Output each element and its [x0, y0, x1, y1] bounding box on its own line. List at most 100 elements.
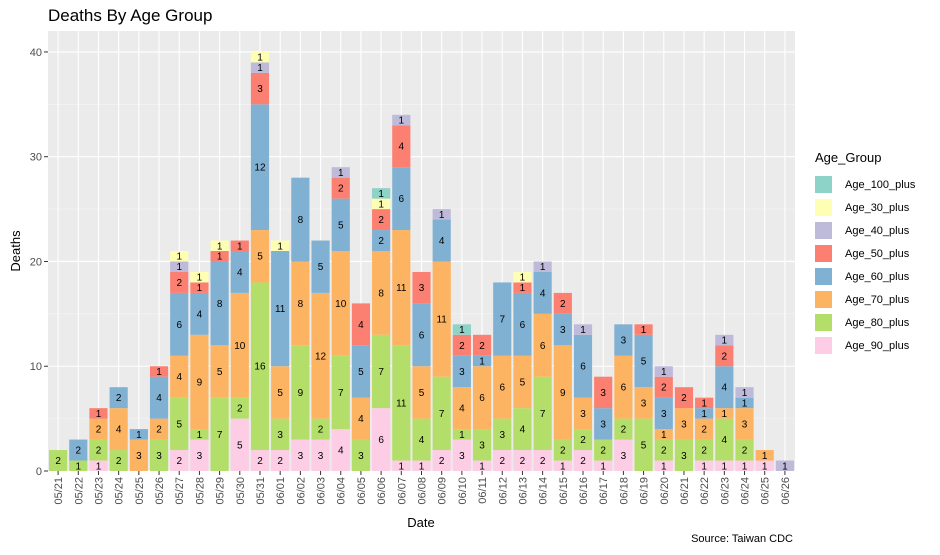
bar-value-label: 5	[176, 419, 182, 430]
bar-segment-age-90-plus	[89, 460, 108, 471]
bar-value-label: 5	[257, 252, 263, 263]
bar-segment-age-80-plus	[533, 376, 552, 451]
bar-value-label: 1	[176, 262, 182, 273]
bar-segment-age-80-plus	[412, 418, 431, 461]
bar-value-label: 4	[197, 309, 203, 320]
bar-segment-age-50-plus	[149, 366, 169, 377]
bar-value-label: 1	[560, 461, 566, 472]
legend-label: Age_30_plus	[845, 201, 910, 214]
x-tick-label: 06/09	[437, 477, 449, 505]
bar-segment-age-60-plus	[210, 261, 229, 346]
bar-segment-age-60-plus	[533, 271, 552, 314]
bar-value-label: 2	[560, 446, 566, 457]
bar-value-label: 3	[641, 398, 647, 409]
bar-segment-age-50-plus	[351, 303, 371, 346]
x-tick-label: 05/27	[174, 477, 186, 505]
bar-labels: 2 121221242313241254621131941175811521041…	[55, 53, 788, 473]
bar-segment-age-90-plus	[695, 460, 714, 471]
bar-segment-age-70-plus	[149, 418, 169, 440]
legend-label: Age_40_plus	[845, 224, 910, 237]
bar-value-label: 10	[335, 299, 347, 310]
bar-value-label: 3	[621, 451, 627, 462]
bar-value-label: 11	[396, 283, 407, 294]
bar-value-label: 2	[560, 299, 566, 310]
bar-segment-age-80-plus	[472, 429, 492, 461]
bar-value-label: 11	[275, 304, 286, 315]
bar-segment-age-30-plus	[271, 240, 290, 251]
bar-segment-age-70-plus	[412, 366, 431, 419]
bar-segment-age-50-plus	[452, 334, 471, 356]
bar-value-label: 3	[661, 409, 667, 420]
bar-segment-age-80-plus	[291, 345, 310, 440]
legend-label: Age_60_plus	[845, 270, 910, 283]
bar-segment-age-70-plus	[129, 439, 148, 471]
bar-value-label: 6	[479, 393, 485, 404]
bar-value-label: 1	[479, 461, 485, 472]
bar-segment-age-80-plus	[573, 429, 593, 451]
bar-segment-age-70-plus	[250, 230, 270, 283]
bar-value-label: 1	[762, 451, 768, 462]
bar-value-label: 4	[237, 267, 243, 278]
bar-value-label: 1	[378, 189, 384, 200]
x-tick-label: 06/20	[659, 477, 671, 505]
bar-value-label: 3	[499, 430, 505, 441]
bar-segment-age-80-plus	[230, 397, 249, 419]
bar-segment-age-70-plus	[715, 408, 734, 419]
bar-value-label: 5	[277, 388, 283, 399]
bar-segment-age-50-plus	[250, 72, 270, 105]
legend-item: Age_90_plus	[815, 334, 915, 357]
bar-value-label: 2	[540, 456, 546, 467]
bar-value-label: 2	[520, 456, 526, 467]
bar-segment-age-80-plus	[170, 397, 189, 451]
bar-value-label: 2	[701, 446, 707, 457]
bar-segment-age-90-plus	[250, 450, 270, 471]
bar-value-label: 1	[76, 461, 82, 472]
x-axis-title: Date	[407, 515, 434, 530]
bar-segment-age-90-plus	[513, 450, 532, 471]
bar-segment-age-90-plus	[493, 450, 512, 471]
bar-value-label: 4	[116, 425, 122, 436]
bar-segment-age-100-plus	[372, 188, 391, 199]
bar-segment-age-80-plus	[149, 439, 169, 471]
bar-segment-age-90-plus	[594, 460, 613, 471]
legend-label: Age_50_plus	[845, 247, 910, 260]
bar-segment-age-70-plus	[190, 334, 209, 430]
bar-value-label: 2	[378, 215, 384, 226]
bar-segment-age-50-plus	[594, 376, 613, 409]
x-tick-label: 06/22	[699, 477, 711, 505]
x-tick-label: 06/08	[417, 477, 429, 505]
bar-segment-age-60-plus	[654, 397, 673, 430]
bar-segment-age-60-plus	[271, 251, 290, 367]
bar-segment-age-70-plus	[372, 251, 391, 335]
bar-segment-age-60-plus	[331, 198, 350, 251]
y-tick-label: 40	[30, 47, 42, 59]
bar-value-label: 1	[580, 325, 586, 336]
bar-segment-age-70-plus	[735, 408, 754, 440]
legend-swatch	[815, 337, 832, 354]
bar-value-label: 4	[358, 414, 364, 425]
bar-segment-age-70-plus	[351, 397, 371, 440]
bar-value-label: 1	[197, 430, 203, 441]
bar-segment-age-40-plus	[533, 261, 552, 272]
bar-value-label: 1	[540, 262, 546, 273]
bar-segment-age-70-plus	[472, 366, 492, 430]
y-axis: 0 10 20 30 40	[30, 47, 48, 478]
bar-segment-age-60-plus	[291, 177, 310, 262]
x-axis: 05/21 05/22 05/23 05/24 05/25 05/26 05/27 05/28…	[53, 471, 792, 505]
x-tick-label: 06/13	[517, 477, 529, 505]
bar-segment-age-80-plus	[452, 429, 471, 440]
x-tick-label: 06/23	[719, 477, 731, 505]
legend: Age_Group Age_100_plus Age_30_plus Age_40_…	[815, 150, 915, 357]
bar-value-label: 12	[315, 351, 327, 362]
bar-value-label: 6	[419, 330, 425, 341]
bar-value-label: 2	[681, 393, 687, 404]
bar-value-label: 5	[237, 440, 243, 451]
legend-swatch	[815, 222, 832, 239]
bar-segment-age-70-plus	[755, 450, 774, 461]
bar-value-label: 3	[742, 419, 748, 430]
bar-segment-age-70-plus	[210, 345, 229, 398]
x-tick-label: 06/17	[598, 477, 610, 505]
bar-value-label: 3	[681, 451, 687, 462]
bar-segment-age-80-plus	[715, 418, 734, 461]
bar-value-label: 3	[298, 451, 304, 462]
